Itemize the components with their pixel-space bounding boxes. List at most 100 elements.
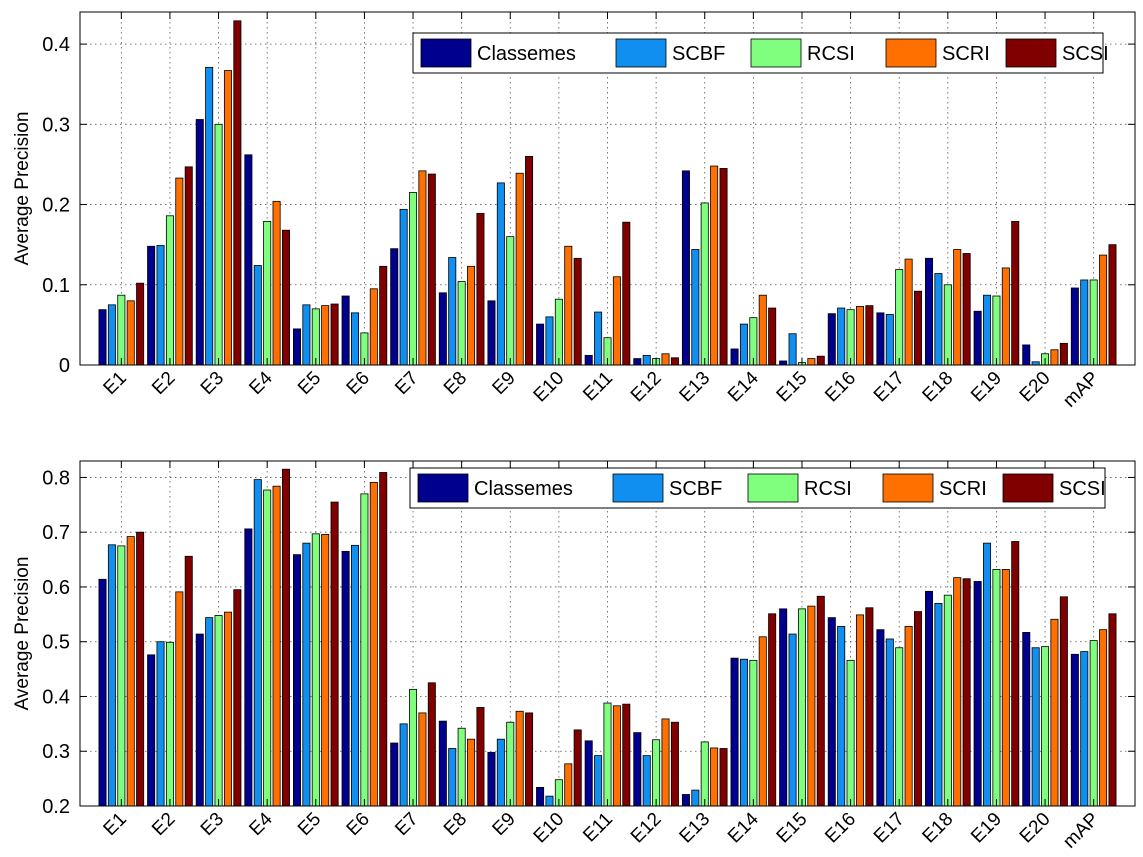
bar — [846, 309, 855, 366]
bar — [584, 354, 593, 366]
x-tick-label: E12 — [627, 368, 666, 407]
bar — [117, 294, 126, 366]
bar — [573, 257, 582, 366]
bar — [661, 718, 670, 807]
bar — [418, 712, 427, 807]
bar — [515, 172, 524, 366]
bar — [253, 479, 262, 807]
bar — [281, 229, 290, 366]
chart-panel-2: 0.2 0.3 0.4 0.5 0.6 0.7 0.8 E1 E2 E3 E4 E5 E6 E7 E8 E9 E… — [12, 460, 1136, 853]
bar — [214, 615, 223, 807]
bar — [448, 257, 457, 366]
bar — [302, 304, 311, 366]
bar — [885, 314, 894, 366]
bar — [1089, 279, 1098, 366]
bar — [612, 276, 621, 366]
x-tick-label: E6 — [343, 809, 374, 840]
bar — [321, 533, 330, 807]
bar — [876, 312, 885, 366]
bar — [311, 308, 320, 366]
bar — [311, 533, 320, 807]
x-tick-label: E4 — [245, 808, 277, 840]
bar — [768, 613, 777, 807]
y-tick-label: 0.2 — [42, 796, 70, 818]
legend-swatch — [882, 473, 934, 503]
legend-label: SCRI — [939, 478, 987, 500]
bar — [1001, 267, 1010, 366]
bar — [147, 245, 156, 366]
bar — [223, 70, 232, 366]
bar — [244, 154, 253, 366]
bar — [807, 358, 816, 366]
bar — [895, 647, 904, 807]
bar — [992, 295, 1001, 366]
bar — [341, 295, 350, 366]
bar — [330, 303, 339, 366]
bar — [816, 355, 825, 366]
legend-label: Classemes — [474, 478, 573, 500]
bar — [409, 192, 418, 366]
bar — [156, 245, 165, 366]
bar — [399, 723, 408, 807]
x-tick-label: E16 — [821, 368, 860, 407]
x-tick-label: E2 — [148, 809, 179, 840]
bar — [837, 625, 846, 807]
bar — [515, 710, 524, 807]
bar — [330, 501, 339, 807]
bar — [281, 468, 290, 807]
bar — [885, 638, 894, 807]
bar — [147, 654, 156, 807]
bar — [710, 165, 719, 366]
bar — [779, 360, 788, 366]
bar — [876, 629, 885, 807]
legend-label: RCSI — [807, 43, 855, 65]
y-tick-label: 0.5 — [42, 632, 70, 654]
bar — [934, 602, 943, 807]
x-tick-label: E13 — [676, 809, 715, 848]
bar — [983, 542, 992, 807]
bar — [1080, 651, 1089, 807]
bar — [594, 755, 603, 807]
legend-label: SCSI — [1059, 478, 1106, 500]
bar — [622, 221, 631, 366]
bar — [973, 581, 982, 807]
y-tick-label: 0.7 — [42, 522, 70, 544]
bar — [126, 300, 135, 366]
bar — [341, 550, 350, 807]
bar — [652, 739, 661, 807]
bar — [758, 294, 767, 366]
x-tick-label: E11 — [579, 368, 617, 406]
bar — [865, 305, 874, 366]
bar — [670, 721, 679, 807]
x-tick-label: E17 — [870, 368, 909, 407]
x-tick-label: E15 — [773, 368, 812, 407]
legend-swatch — [747, 473, 799, 503]
bar — [165, 641, 174, 807]
bar — [536, 786, 545, 807]
bar — [496, 182, 505, 366]
bar — [573, 729, 582, 807]
bar — [691, 789, 700, 807]
y-tick-label: 0.4 — [42, 34, 70, 56]
bar — [681, 170, 690, 366]
x-tick-label: E20 — [1016, 809, 1055, 848]
bar — [962, 253, 971, 366]
bar — [175, 591, 184, 807]
x-tick-label: E16 — [821, 809, 860, 848]
bar — [827, 313, 836, 366]
bar — [418, 170, 427, 366]
legend-swatch — [417, 473, 469, 503]
legend-label: SCSI — [1062, 43, 1109, 65]
bar — [904, 625, 913, 807]
legend-label: SCRI — [942, 43, 990, 65]
bar — [670, 357, 679, 366]
bar — [117, 545, 126, 807]
bar — [797, 608, 806, 807]
x-tick-label: E19 — [967, 368, 1006, 407]
bar — [855, 306, 864, 366]
legend-swatch — [612, 473, 664, 503]
bar — [438, 720, 447, 807]
bar — [1108, 244, 1117, 366]
bar — [379, 472, 388, 807]
bar — [855, 614, 864, 807]
